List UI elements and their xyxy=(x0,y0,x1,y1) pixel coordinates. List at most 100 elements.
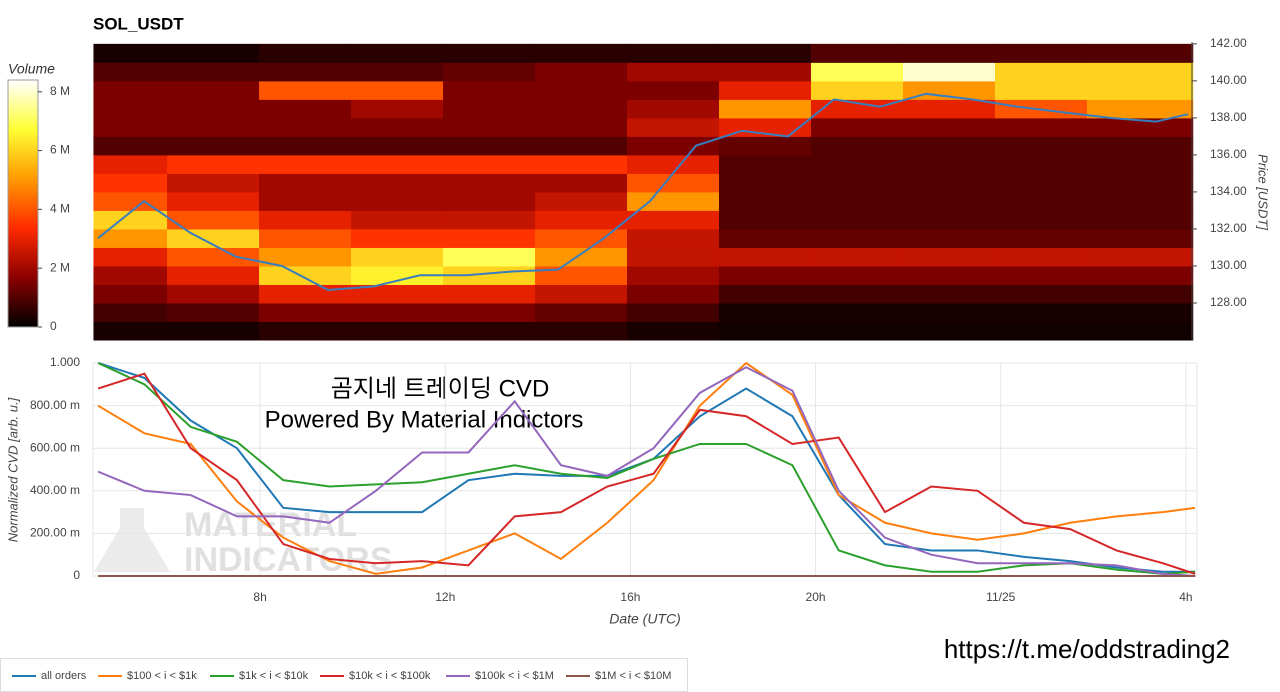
heatmap-cell xyxy=(719,284,812,304)
heatmap-cell xyxy=(351,228,444,248)
heatmap-cell xyxy=(627,117,720,137)
legend-label: $100 < i < $1k xyxy=(127,670,197,682)
x-tick-label: 12h xyxy=(435,590,455,604)
heatmap-cell xyxy=(902,265,996,285)
y2-tick-label: 130.00 xyxy=(1210,258,1247,272)
heatmap-cell xyxy=(167,43,260,63)
heatmap-cell xyxy=(535,265,628,285)
colorbar-tick-label: 0 xyxy=(50,319,57,333)
heatmap-cell xyxy=(994,210,1088,230)
heatmap-cell xyxy=(443,173,536,193)
heatmap-cell xyxy=(810,265,904,285)
legend-label: all orders xyxy=(41,670,87,682)
heatmap-cell xyxy=(994,228,1088,248)
footer-link: https://t.me/oddstrading2 xyxy=(944,634,1230,664)
colorbar-title: Volume xyxy=(8,61,55,77)
heatmap-cell xyxy=(259,247,352,267)
heatmap-cell xyxy=(810,43,904,63)
x-tick-label: 4h xyxy=(1179,590,1192,604)
heatmap-cell xyxy=(627,43,720,63)
heatmap-cell xyxy=(719,228,812,248)
heatmap-cell xyxy=(994,62,1088,82)
heatmap-cell xyxy=(1086,228,1194,248)
heatmap-cell xyxy=(167,80,260,100)
heatmap-cell xyxy=(443,210,536,230)
x-tick-label: 11/25 xyxy=(986,590,1015,604)
heatmap-cell xyxy=(994,80,1088,100)
heatmap-cell xyxy=(902,99,996,119)
heatmap-cell xyxy=(351,265,444,285)
heatmap-cell xyxy=(93,43,168,63)
heatmap-cell xyxy=(719,43,812,63)
heatmap-cell xyxy=(93,302,168,322)
heatmap-cell xyxy=(1086,154,1194,174)
heatmap-cell xyxy=(627,154,720,174)
heatmap-cell xyxy=(902,302,996,322)
heatmap-cell xyxy=(994,302,1088,322)
heatmap-cell xyxy=(443,99,536,119)
heatmap-cell xyxy=(627,136,720,156)
heatmap-cell xyxy=(93,321,168,341)
heatmap-cell xyxy=(443,136,536,156)
heatmap-cell xyxy=(810,228,904,248)
heatmap-cell xyxy=(1086,247,1194,267)
heatmap-cell xyxy=(351,173,444,193)
y-tick-label: 600.00 m xyxy=(30,440,80,454)
y2-tick-label: 128.00 xyxy=(1210,295,1247,309)
series-line xyxy=(97,362,1196,575)
heatmap-cell xyxy=(902,136,996,156)
y2-tick-label: 136.00 xyxy=(1210,147,1247,161)
heatmap-cell xyxy=(259,191,352,211)
heatmap-cell xyxy=(1086,191,1194,211)
heatmap-cell xyxy=(627,228,720,248)
heatmap-cell xyxy=(351,284,444,304)
heatmap-cell xyxy=(627,62,720,82)
heatmap-cell xyxy=(719,210,812,230)
annotation: Powered By Material Indictors xyxy=(265,406,584,433)
heatmap-cell xyxy=(351,154,444,174)
heatmap-cell xyxy=(93,136,168,156)
heatmap-cell xyxy=(902,173,996,193)
y-tick-label: 200.00 m xyxy=(30,526,80,540)
y-tick-label: 800.00 m xyxy=(30,398,80,412)
heatmap-cell xyxy=(535,43,628,63)
heatmap-cell xyxy=(351,62,444,82)
heatmap-cell xyxy=(810,321,904,341)
colorbar-tick-label: 8 M xyxy=(50,84,70,98)
heatmap-cell xyxy=(535,80,628,100)
heatmap-cell xyxy=(259,228,352,248)
heatmap-cell xyxy=(443,117,536,137)
heatmap-cell xyxy=(535,62,628,82)
heatmap-cell xyxy=(1086,321,1194,341)
heatmap-cell xyxy=(1086,284,1194,304)
heatmap-cell xyxy=(810,117,904,137)
heatmap-cell xyxy=(902,62,996,82)
heatmap-cell xyxy=(719,154,812,174)
heatmap-cell xyxy=(627,321,720,341)
heatmap-cell xyxy=(259,265,352,285)
series-line xyxy=(97,361,1196,575)
heatmap-cell xyxy=(443,191,536,211)
heatmap-cell xyxy=(351,136,444,156)
heatmap-cell xyxy=(1086,62,1194,82)
heatmap-cell xyxy=(167,284,260,304)
colorbar-tick-label: 2 M xyxy=(50,260,70,274)
heatmap-cell xyxy=(810,302,904,322)
heatmap-cell xyxy=(259,99,352,119)
heatmap-cell xyxy=(719,191,812,211)
y2-tick-label: 138.00 xyxy=(1210,110,1247,124)
x-tick-label: 8h xyxy=(253,590,266,604)
x-axis-label: Date (UTC) xyxy=(609,611,681,627)
heatmap-cell xyxy=(1086,302,1194,322)
heatmap-cell xyxy=(259,80,352,100)
heatmap-cell xyxy=(902,321,996,341)
heatmap-cell xyxy=(627,284,720,304)
colorbar-tick-label: 6 M xyxy=(50,143,70,157)
heatmap-cell xyxy=(627,302,720,322)
heatmap-cell xyxy=(719,265,812,285)
heatmap-cell xyxy=(167,99,260,119)
heatmap-cell xyxy=(259,173,352,193)
heatmap-cell xyxy=(810,80,904,100)
heatmap-cell xyxy=(351,99,444,119)
heatmap-cell xyxy=(535,228,628,248)
